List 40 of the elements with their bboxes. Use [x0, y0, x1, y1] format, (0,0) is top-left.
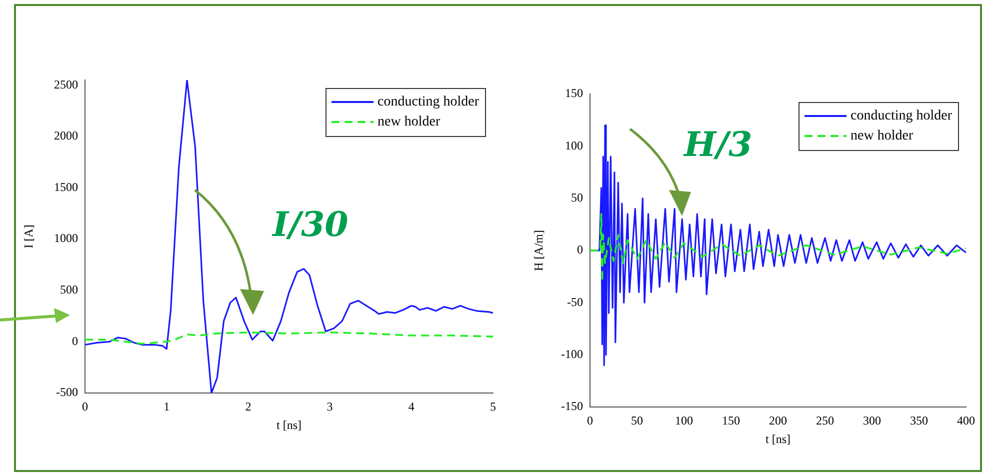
y-tick-label: 0 [577, 242, 583, 257]
y-tick-label: -500 [56, 385, 78, 400]
x-tick-label: 200 [769, 413, 787, 428]
y-tick-label: -150 [561, 399, 583, 414]
x-tick-label: 250 [816, 413, 834, 428]
y-tick-label: -100 [561, 346, 583, 361]
legend-label: new holder [378, 114, 440, 130]
line-series [85, 332, 493, 345]
x-tick-label: 100 [675, 413, 693, 428]
annotation: H/3 [683, 125, 752, 166]
y-tick-label: 0 [72, 334, 78, 348]
y-tick-label: -50 [567, 294, 583, 309]
y-axis-title: I [A] [21, 224, 36, 248]
x-tick-label: 350 [910, 413, 928, 428]
y-tick-label: 2500 [54, 77, 78, 92]
x-axis-title: t [ns] [276, 418, 302, 432]
x-tick-label: 400 [957, 413, 975, 428]
y-tick-label: 50 [571, 190, 583, 204]
legend-label: conducting holder [378, 94, 480, 110]
x-tick-label: 4 [408, 399, 414, 414]
x-tick-label: 3 [326, 399, 333, 414]
x-tick-label: 0 [587, 413, 593, 428]
y-tick-label: 500 [60, 282, 78, 297]
x-tick-label: 300 [863, 413, 881, 428]
y-tick-label: 1000 [54, 231, 78, 246]
x-tick-label: 0 [82, 399, 88, 414]
legend-label: new holder [850, 128, 914, 144]
x-tick-label: 5 [490, 399, 496, 414]
x-tick-label: 1 [164, 399, 170, 414]
x-axis-title: t [ns] [766, 432, 790, 446]
y-tick-label: 100 [565, 138, 583, 152]
legend-label: conducting holder [850, 108, 952, 124]
y-tick-label: 1500 [54, 180, 78, 194]
y-tick-label: 2000 [54, 128, 78, 143]
x-tick-label: 50 [631, 413, 643, 428]
x-tick-label: 150 [722, 413, 740, 428]
y-tick-label: 150 [565, 86, 583, 100]
y-axis-title: H [A/m] [531, 230, 546, 271]
x-tick-label: 2 [245, 399, 252, 414]
annotation: I/30 [272, 204, 349, 245]
